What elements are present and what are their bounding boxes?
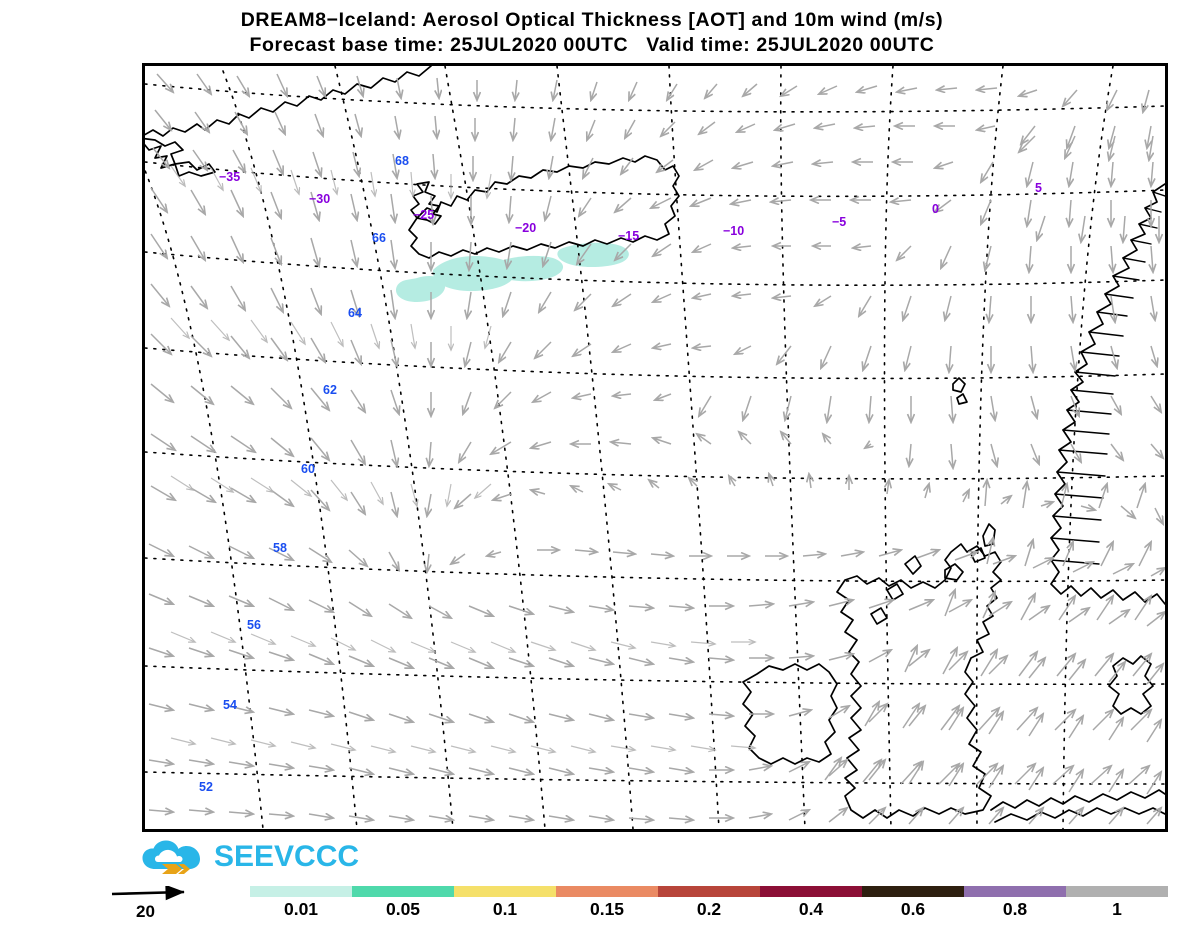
colorbar-tick-label: 0.01 <box>283 899 319 919</box>
colorbar-tick-label: 0.15 <box>589 899 625 919</box>
aot-colorbar[interactable] <box>250 886 1168 897</box>
colorbar-segment <box>352 886 454 897</box>
colorbar-tick-label: 1 <box>1112 899 1122 919</box>
wind-scale-label: 20 <box>136 902 155 921</box>
colorbar-segment <box>1066 886 1168 897</box>
colorbar-segment <box>862 886 964 897</box>
colorbar-segment <box>658 886 760 897</box>
colorbar-tick-label: 0.6 <box>900 899 926 919</box>
map-plot-frame[interactable]: −35 −30 −25 −20 −15 −10 −5 0 5 68 66 64 … <box>142 63 1168 832</box>
map-canvas <box>145 66 1165 829</box>
colorbar-segment <box>760 886 862 897</box>
map-svg <box>145 66 1165 829</box>
wind-scale-legend: 20 <box>110 884 220 926</box>
colorbar-tick-label: 0.4 <box>798 899 824 919</box>
colorbar-segment <box>556 886 658 897</box>
graticule-layer <box>145 66 1165 829</box>
seevccc-logo[interactable]: SEEVCCC <box>142 836 359 878</box>
colorbar-tick-label: 0.8 <box>1002 899 1028 919</box>
wind-vector-layer-secondary <box>170 165 755 752</box>
chart-subtitle: Forecast base time: 25JUL2020 00UTC Vali… <box>249 34 935 56</box>
colorbar-tick-label: 0.1 <box>492 899 518 919</box>
chart-title-block: DREAM8−Iceland: Aerosol Optical Thicknes… <box>0 8 1184 58</box>
page-title: DREAM8−Iceland: Aerosol Optical Thicknes… <box>240 9 944 31</box>
colorbar-tick-label: 0.2 <box>696 899 722 919</box>
aot-colorbar-labels: 0.01 0.05 0.1 0.15 0.2 0.4 0.6 0.8 1 <box>250 899 1168 923</box>
coastline-layer <box>145 66 1165 823</box>
wind-scale-arrow-icon <box>111 884 185 901</box>
wind-vector-layer <box>148 73 1165 825</box>
colorbar-segment <box>454 886 556 897</box>
logo-text: SEEVCCC <box>214 840 360 873</box>
colorbar-segment <box>250 886 352 897</box>
colorbar-tick-label: 0.05 <box>385 899 421 919</box>
colorbar-segment <box>964 886 1066 897</box>
cloud-icon <box>142 840 204 874</box>
